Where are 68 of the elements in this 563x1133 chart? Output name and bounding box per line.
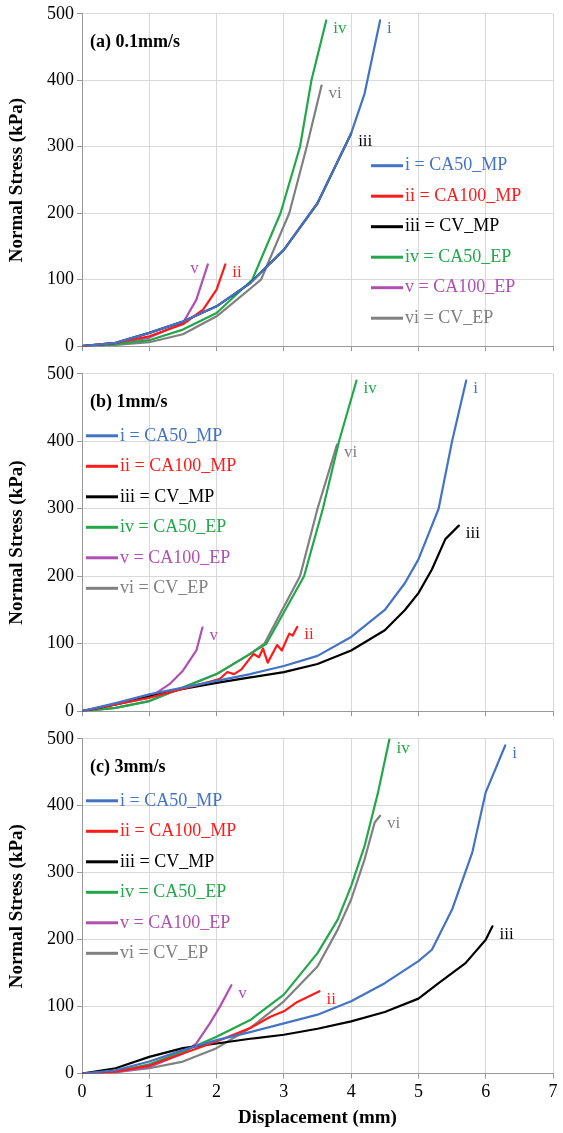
y-tick-label: 0 <box>65 1062 74 1083</box>
y-tick-label: 100 <box>47 268 74 289</box>
annotation: iv <box>333 17 347 37</box>
annotation: v <box>238 982 248 1002</box>
y-tick-label: 100 <box>47 632 74 653</box>
annotation: iii <box>465 523 481 543</box>
y-tick-label: 300 <box>47 497 74 518</box>
annotation: i <box>387 17 393 37</box>
legend-label: vi = CV_EP <box>120 577 209 598</box>
y-tick-label: 200 <box>47 564 74 585</box>
x-tick-label: 7 <box>548 1081 558 1102</box>
legend-label: vi = CV_EP <box>120 942 209 963</box>
annotation: vi <box>344 442 358 462</box>
legend-label: iii = CV_MP <box>120 850 215 871</box>
y-axis-title: Normal Stress (kPa) <box>5 97 28 263</box>
annotation: v <box>190 257 200 277</box>
y-tick-label: 200 <box>47 201 74 222</box>
annotation: i <box>512 742 518 762</box>
y-tick-label: 300 <box>47 135 74 156</box>
x-tick-label: 6 <box>481 1081 491 1102</box>
x-tick-label: 3 <box>279 1081 289 1102</box>
legend-label: v = CA100_EP <box>120 911 231 932</box>
y-tick-label: 200 <box>47 928 74 949</box>
annotation: iv <box>396 738 411 758</box>
legend-label: iv = CA50_EP <box>120 881 227 902</box>
y-tick-label: 0 <box>65 699 74 720</box>
x-tick-label: 5 <box>413 1081 423 1102</box>
legend-label: i = CA50_MP <box>120 789 223 810</box>
x-tick-label: 2 <box>212 1081 222 1102</box>
annotation: vi <box>387 813 401 833</box>
legend-label: i = CA50_MP <box>120 424 223 445</box>
y-axis-title: Normal Stress (kPa) <box>5 824 28 989</box>
legend-label: iii = CV_MP <box>405 215 500 236</box>
annotation: iii <box>499 923 514 943</box>
y-tick-label: 100 <box>47 995 74 1016</box>
y-tick-label: 500 <box>47 727 74 748</box>
annotation: ii <box>326 988 337 1008</box>
y-tick-label: 400 <box>47 69 74 90</box>
legend-label: iv = CA50_EP <box>120 516 227 537</box>
text: (c) 3mm/s <box>90 756 166 778</box>
legend-label: vi = CV_EP <box>405 306 494 327</box>
annotation: v <box>209 624 219 644</box>
text: (b) 1mm/s <box>90 391 168 413</box>
y-tick-label: 300 <box>47 861 74 882</box>
annotation: ii <box>304 624 315 644</box>
legend-label: ii = CA100_MP <box>120 455 237 476</box>
y-tick-label: 500 <box>47 2 74 23</box>
y-tick-label: 400 <box>47 430 74 451</box>
legend-label: v = CA100_EP <box>120 546 231 567</box>
legend-label: iii = CV_MP <box>120 485 215 506</box>
x-axis-title: Displacement (mm) <box>238 1105 397 1128</box>
legend-label: ii = CA100_MP <box>120 820 237 841</box>
legend-label: v = CA100_EP <box>405 276 516 297</box>
annotation: vi <box>328 83 343 103</box>
y-axis-title: Normal Stress (kPa) <box>5 460 28 625</box>
y-tick-label: 500 <box>47 362 74 383</box>
annotation: iii <box>358 130 373 150</box>
y-tick-label: 0 <box>65 334 74 355</box>
y-tick-label: 400 <box>47 794 74 815</box>
x-tick-label: 1 <box>144 1081 154 1102</box>
legend-label: i = CA50_MP <box>405 154 508 175</box>
x-tick-label: 4 <box>346 1081 356 1102</box>
annotation: iv <box>363 378 378 398</box>
legend-label: ii = CA100_MP <box>405 184 522 205</box>
legend-label: iv = CA50_EP <box>405 245 512 266</box>
text: (a) 0.1mm/s <box>90 31 180 53</box>
annotation: i <box>473 378 479 398</box>
annotation: ii <box>232 261 243 281</box>
